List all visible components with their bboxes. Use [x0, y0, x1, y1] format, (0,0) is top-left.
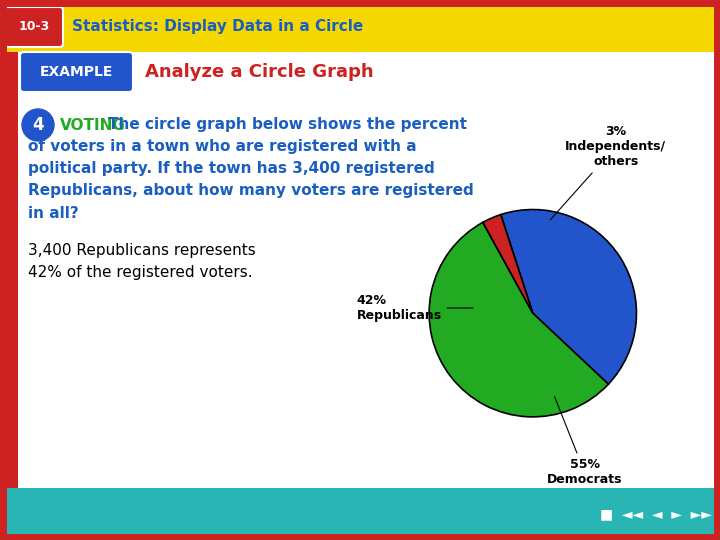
Circle shape [22, 109, 54, 141]
Text: Statistics: Display Data in a Circle: Statistics: Display Data in a Circle [72, 18, 364, 33]
Text: 55%
Democrats: 55% Democrats [547, 397, 622, 487]
Text: 3,400 Republicans represents: 3,400 Republicans represents [28, 242, 256, 258]
Text: 42%
Republicans: 42% Republicans [356, 294, 473, 322]
Text: ■  ◄◄  ◄  ►  ►►: ■ ◄◄ ◄ ► ►► [600, 507, 712, 521]
Text: EXAMPLE: EXAMPLE [40, 65, 113, 79]
FancyBboxPatch shape [0, 488, 720, 540]
Wedge shape [429, 222, 608, 417]
FancyBboxPatch shape [0, 52, 18, 488]
Text: of voters in a town who are registered with a: of voters in a town who are registered w… [28, 139, 417, 154]
Text: VOTING: VOTING [60, 118, 126, 132]
FancyBboxPatch shape [5, 7, 63, 47]
FancyBboxPatch shape [0, 0, 720, 52]
FancyBboxPatch shape [20, 52, 133, 92]
Text: political party. If the town has 3,400 registered: political party. If the town has 3,400 r… [28, 161, 435, 177]
Text: 3%
Independents/
others: 3% Independents/ others [550, 125, 666, 220]
Text: Republicans, about how many voters are registered: Republicans, about how many voters are r… [28, 184, 474, 199]
Wedge shape [501, 210, 636, 384]
Text: The circle graph below shows the percent: The circle graph below shows the percent [108, 118, 467, 132]
Text: 10-3: 10-3 [19, 21, 50, 33]
Text: Analyze a Circle Graph: Analyze a Circle Graph [145, 63, 374, 81]
Text: in all?: in all? [28, 206, 78, 220]
Wedge shape [483, 214, 533, 313]
Text: 4: 4 [32, 116, 44, 134]
Text: 42% of the registered voters.: 42% of the registered voters. [28, 265, 253, 280]
